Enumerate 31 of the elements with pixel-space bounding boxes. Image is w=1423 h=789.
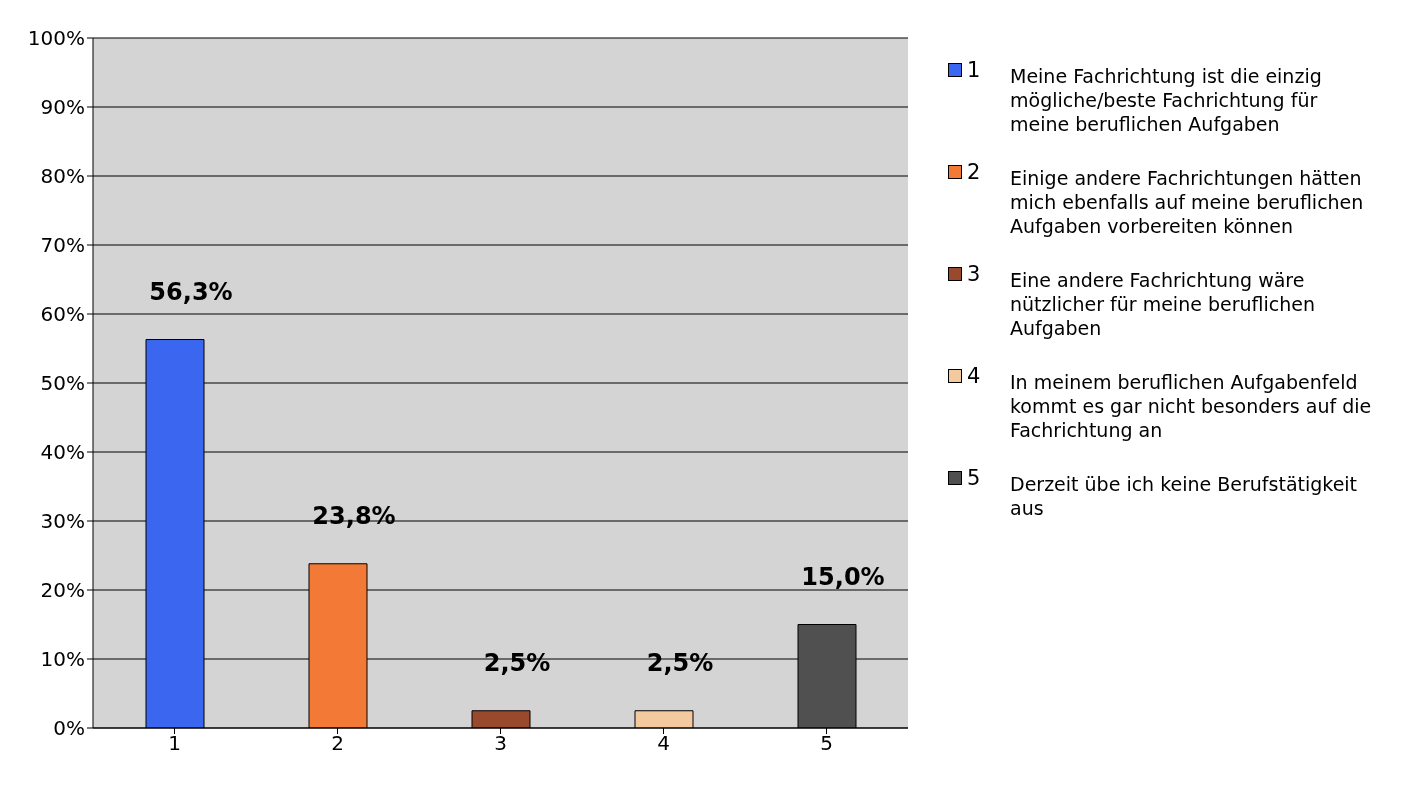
y-tick-label: 80% xyxy=(40,164,85,189)
data-label: 15,0% xyxy=(801,562,885,591)
category-label: 4 xyxy=(967,364,981,388)
y-tick-label: 100% xyxy=(27,26,85,51)
x-tick-label: 4 xyxy=(657,731,670,756)
y-tick-label: 10% xyxy=(40,647,85,672)
y-tick-label: 90% xyxy=(40,95,85,120)
y-tick-label: 0% xyxy=(53,716,85,741)
data-label: 56,3% xyxy=(149,277,233,306)
y-tick-label: 30% xyxy=(40,509,85,534)
x-tick-label: 5 xyxy=(820,731,833,756)
data-label: 23,8% xyxy=(312,501,396,530)
text: Einige andere Fachrichtungen hätten mich ebenfalls auf meine beruflichen Aufgaben vorbereiten können xyxy=(1010,166,1365,238)
y-tick-label: 60% xyxy=(40,302,85,327)
category-label: 5 xyxy=(967,466,981,490)
data-label: 2,5% xyxy=(483,648,551,677)
text: Eine andere Fachrichtung wäre nützlicher für meine beruflichen Aufgaben xyxy=(1010,268,1316,340)
text: In meinem beruflichen Aufgabenfeld kommt es gar nicht besonders auf die Fachrichtung an xyxy=(1010,370,1373,442)
y-tick-label: 40% xyxy=(40,440,85,465)
y-tick-label: 50% xyxy=(40,371,85,396)
data-label: 2,5% xyxy=(646,648,714,677)
x-tick-label: 3 xyxy=(494,731,507,756)
x-tick-label: 1 xyxy=(168,731,181,756)
x-tick-label: 2 xyxy=(331,731,344,756)
text: Derzeit übe ich keine Berufstätigkeit aus xyxy=(1010,472,1359,520)
text: Meine Fachrichtung ist die einzig mögliche/beste Fachrichtung für meine beruflichen Aufgaben xyxy=(1010,64,1323,136)
category-label: 2 xyxy=(967,160,981,184)
y-tick-label: 20% xyxy=(40,578,85,603)
category-label: 3 xyxy=(967,262,981,286)
category-label: 1 xyxy=(967,58,981,82)
y-tick-label: 70% xyxy=(40,233,85,258)
